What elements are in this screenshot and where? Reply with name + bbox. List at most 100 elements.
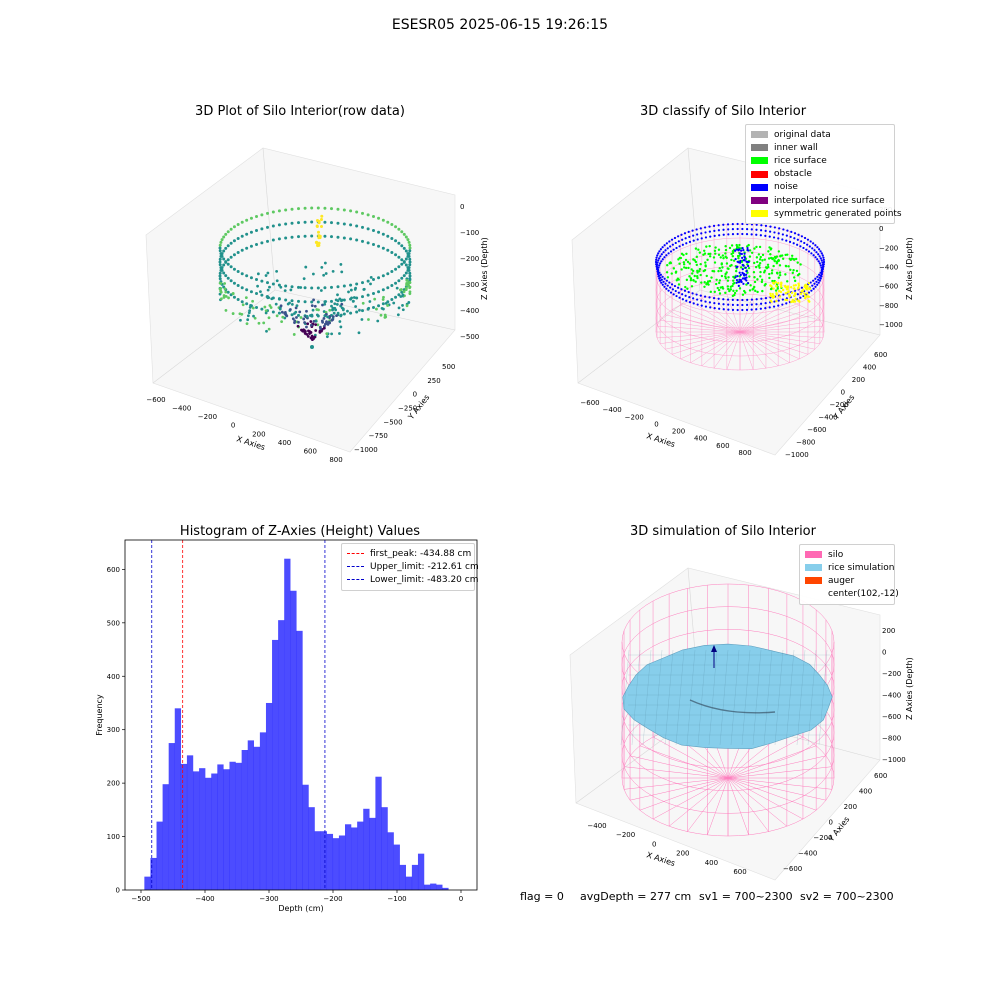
- rice-mesh-line: [642, 649, 652, 746]
- panel4-legend-label: auger: [828, 575, 855, 586]
- panel2-silo-spoke: [726, 294, 741, 333]
- rice-mesh-line: [631, 649, 641, 746]
- panel1-point: [373, 297, 377, 301]
- panel1-point: [291, 317, 295, 321]
- panel2-noise-point: [800, 240, 803, 243]
- rice-depression: [689, 699, 776, 714]
- panel2-noise-point: [669, 291, 673, 294]
- histogram-bar: [338, 835, 346, 890]
- panel2-noise-point: [668, 281, 671, 284]
- panel2-noise-point: [813, 249, 816, 252]
- panel1-point: [316, 206, 320, 210]
- panel2-noise-point: [790, 230, 793, 234]
- panel1-point: [303, 206, 307, 210]
- panel1-point: [408, 263, 412, 267]
- panel2-rice-point: [717, 248, 721, 251]
- panel1-point: [310, 300, 314, 304]
- panel1-point: [330, 318, 334, 322]
- panel2-rice-point: [778, 271, 782, 274]
- panel2-rice-point: [720, 274, 724, 278]
- panel2-rice-point: [720, 269, 723, 273]
- panel1-point: [381, 302, 385, 306]
- panel1-point: [226, 258, 230, 262]
- panel1-point: [277, 223, 281, 227]
- panel4-legend-label: rice simulation: [828, 562, 895, 573]
- rice-mesh-line: [763, 649, 773, 746]
- panel2-noise-point: [737, 284, 740, 288]
- panel2-noise-point: [817, 281, 820, 284]
- panel1-point: [240, 248, 244, 252]
- panel2-noise-point: [713, 302, 716, 305]
- panel2-noise-point: [674, 241, 677, 245]
- panel1-point: [366, 293, 370, 297]
- panel2-rice-point: [767, 250, 770, 253]
- panel2-ytick: −600: [807, 426, 826, 434]
- panel2-rice-point: [729, 288, 733, 291]
- panel1-point: [375, 307, 378, 311]
- panel2-rice-point: [773, 259, 776, 263]
- panel2-rice-point: [691, 272, 694, 275]
- histogram-bar: [436, 884, 443, 890]
- panel2-silo-spoke: [739, 295, 767, 333]
- panel1-xtick: −200: [198, 413, 217, 421]
- panel2-rice-point: [788, 257, 791, 260]
- panel2-silo-spoke: [739, 331, 779, 367]
- panel4-silo-spoke: [727, 777, 749, 835]
- panel3-title: Histogram of Z-Axies (Height) Values: [179, 524, 421, 539]
- panel2-noise-point: [764, 224, 768, 227]
- panel2-noise-point: [731, 298, 734, 301]
- panel1-point: [245, 302, 249, 306]
- panel1-point: [349, 209, 353, 213]
- panel2-rice-point: [668, 262, 671, 265]
- panel1-point: [226, 262, 230, 266]
- panel2-noise-point: [661, 258, 664, 261]
- panel2-noise-point: [673, 236, 677, 240]
- panel2-noise-point: [659, 255, 662, 258]
- panel1-point: [284, 298, 288, 302]
- panel2-silo-spoke: [701, 331, 741, 367]
- panel1-point: [288, 301, 291, 305]
- panel1-point: [408, 246, 412, 250]
- panel2-noise-point: [788, 240, 792, 244]
- panel1-point: [334, 298, 338, 302]
- panel2-rice-point: [771, 257, 775, 260]
- panel1-point: [304, 265, 308, 269]
- panel2-noise-point: [750, 233, 753, 236]
- panel2-legend-swatch: [751, 183, 768, 191]
- panel2-noise-point: [726, 223, 730, 226]
- panel1-xtick: 600: [304, 447, 317, 455]
- panel2-noise-point: [747, 260, 750, 264]
- panel2-noise-point: [722, 303, 725, 306]
- panel4-title: 3D simulation of Silo Interior: [630, 524, 816, 539]
- panel2-ztick: −800: [879, 302, 898, 310]
- panel1-point: [329, 299, 333, 303]
- panel1-point: [232, 239, 236, 243]
- panel1-point: [315, 313, 319, 317]
- panel4-legend: silo rice simulation auger center(102,-12): [799, 544, 899, 605]
- panel1-point: [355, 310, 359, 314]
- histogram-bar: [229, 761, 236, 890]
- panel2-rice-point: [756, 278, 759, 281]
- panel2-noise-point: [750, 308, 753, 311]
- panel1-point: [371, 228, 375, 232]
- panel2-rice-point: [773, 255, 777, 259]
- panel2-noise-point: [796, 243, 799, 246]
- panel1-ztick: −300: [460, 281, 479, 289]
- panel2-rice-point: [778, 264, 782, 267]
- panel1-point: [401, 304, 404, 307]
- panel1-point: [377, 216, 381, 220]
- panel1-point: [386, 286, 390, 290]
- histogram-bar: [351, 827, 358, 890]
- panel1-ztick: −500: [460, 333, 479, 341]
- panel2-noise-point: [722, 298, 725, 301]
- panel1-point: [308, 332, 311, 336]
- panel2-rice-point: [689, 279, 693, 282]
- panel1-point: [218, 271, 222, 275]
- panel4-silo-spoke: [727, 777, 788, 827]
- panel2-symmetric-point: [798, 300, 801, 303]
- panel2-rice-point: [756, 260, 759, 264]
- panel1-point: [305, 309, 308, 313]
- panel1-point: [310, 220, 314, 224]
- panel2-noise-point: [704, 236, 708, 239]
- panel1-point: [331, 315, 335, 319]
